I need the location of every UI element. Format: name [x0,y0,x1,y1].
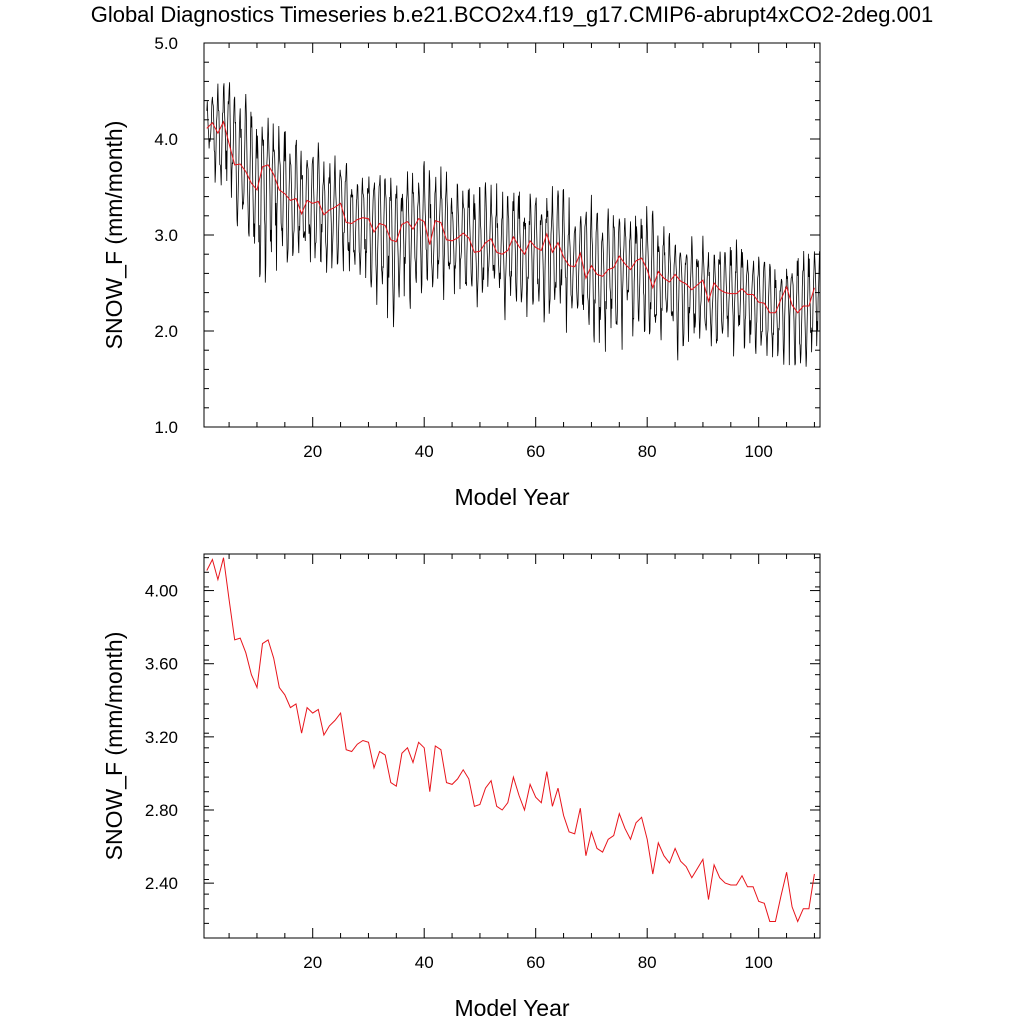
y-axis-label: SNOW_F (mm/month) [101,121,127,350]
chart-title: Global Diagnostics Timeseries b.e21.BCO2… [90,2,934,27]
series-line-annual-mean [206,557,815,923]
x-tick-label: 60 [526,953,545,972]
y-axis-label: SNOW_F (mm/month) [101,632,127,861]
plot-frame [203,553,821,939]
series-line-monthly [206,82,820,367]
x-tick-label: 20 [303,953,322,972]
top-panel: 20 40 60 80 100 1.0 2.0 3.0 4.0 5.0 Model Year SNOW… [101,34,821,510]
y-tick-label: 4.0 [154,130,178,149]
y-tick-label: 1.0 [154,418,178,437]
x-axis-label: Model Year [454,995,569,1021]
y-tick-label: 3.60 [145,655,178,674]
x-tick-label: 80 [638,953,657,972]
y-tick-label: 5.0 [154,34,178,53]
bottom-panel: 20 40 60 80 100 2.40 2.80 3.20 3.60 4.00 Model Yea… [101,553,821,1021]
x-tick-label: 80 [638,442,657,461]
y-tick-label: 3.0 [154,226,178,245]
y-tick-label: 4.00 [145,582,178,601]
x-tick-label: 100 [744,953,772,972]
series-line-annual-mean [206,120,815,314]
x-tick-label: 40 [415,953,434,972]
x-tick-label: 20 [303,442,322,461]
y-tick-label: 2.0 [154,322,178,341]
x-tick-label: 100 [744,442,772,461]
y-tick-label: 2.80 [145,801,178,820]
x-tick-label: 40 [415,442,434,461]
x-tick-label: 60 [526,442,545,461]
y-tick-label: 3.20 [145,728,178,747]
y-tick-label: 2.40 [145,874,178,893]
x-axis-label: Model Year [454,484,569,510]
